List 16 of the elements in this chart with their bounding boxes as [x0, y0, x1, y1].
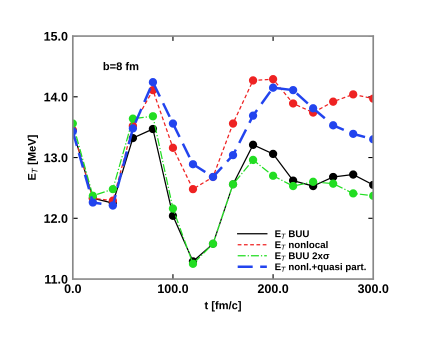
y-tick-label: 15.0 — [44, 32, 68, 41]
x-tick-label: 100.0 — [158, 284, 188, 294]
y-axis-title: E$_{T}$ [MeV] — [28, 135, 38, 180]
y-tick-label: 11.0 — [45, 274, 68, 284]
y-tick-label: 12.0 — [44, 214, 68, 223]
legend-label: E$_{T}$ nonlocal — [275, 241, 328, 250]
legend-label: E$_{T}$ BUU 2xσ — [275, 252, 330, 261]
annotation: b=8 fm — [104, 62, 138, 70]
x-tick-label: 200.0 — [258, 284, 288, 294]
legend-label: E$_{T}$ BUU — [275, 230, 309, 239]
x-axis-title: t [fm/c] — [204, 301, 241, 312]
y-tick-label: 14.0 — [44, 92, 68, 102]
y-tick-label: 13.0 — [44, 153, 68, 162]
legend-label: E$_{T}$ nonl.+quasi part. — [275, 263, 366, 272]
x-tick-label: 300.0 — [358, 284, 388, 294]
x-tick-label: 0.0 — [64, 284, 81, 294]
